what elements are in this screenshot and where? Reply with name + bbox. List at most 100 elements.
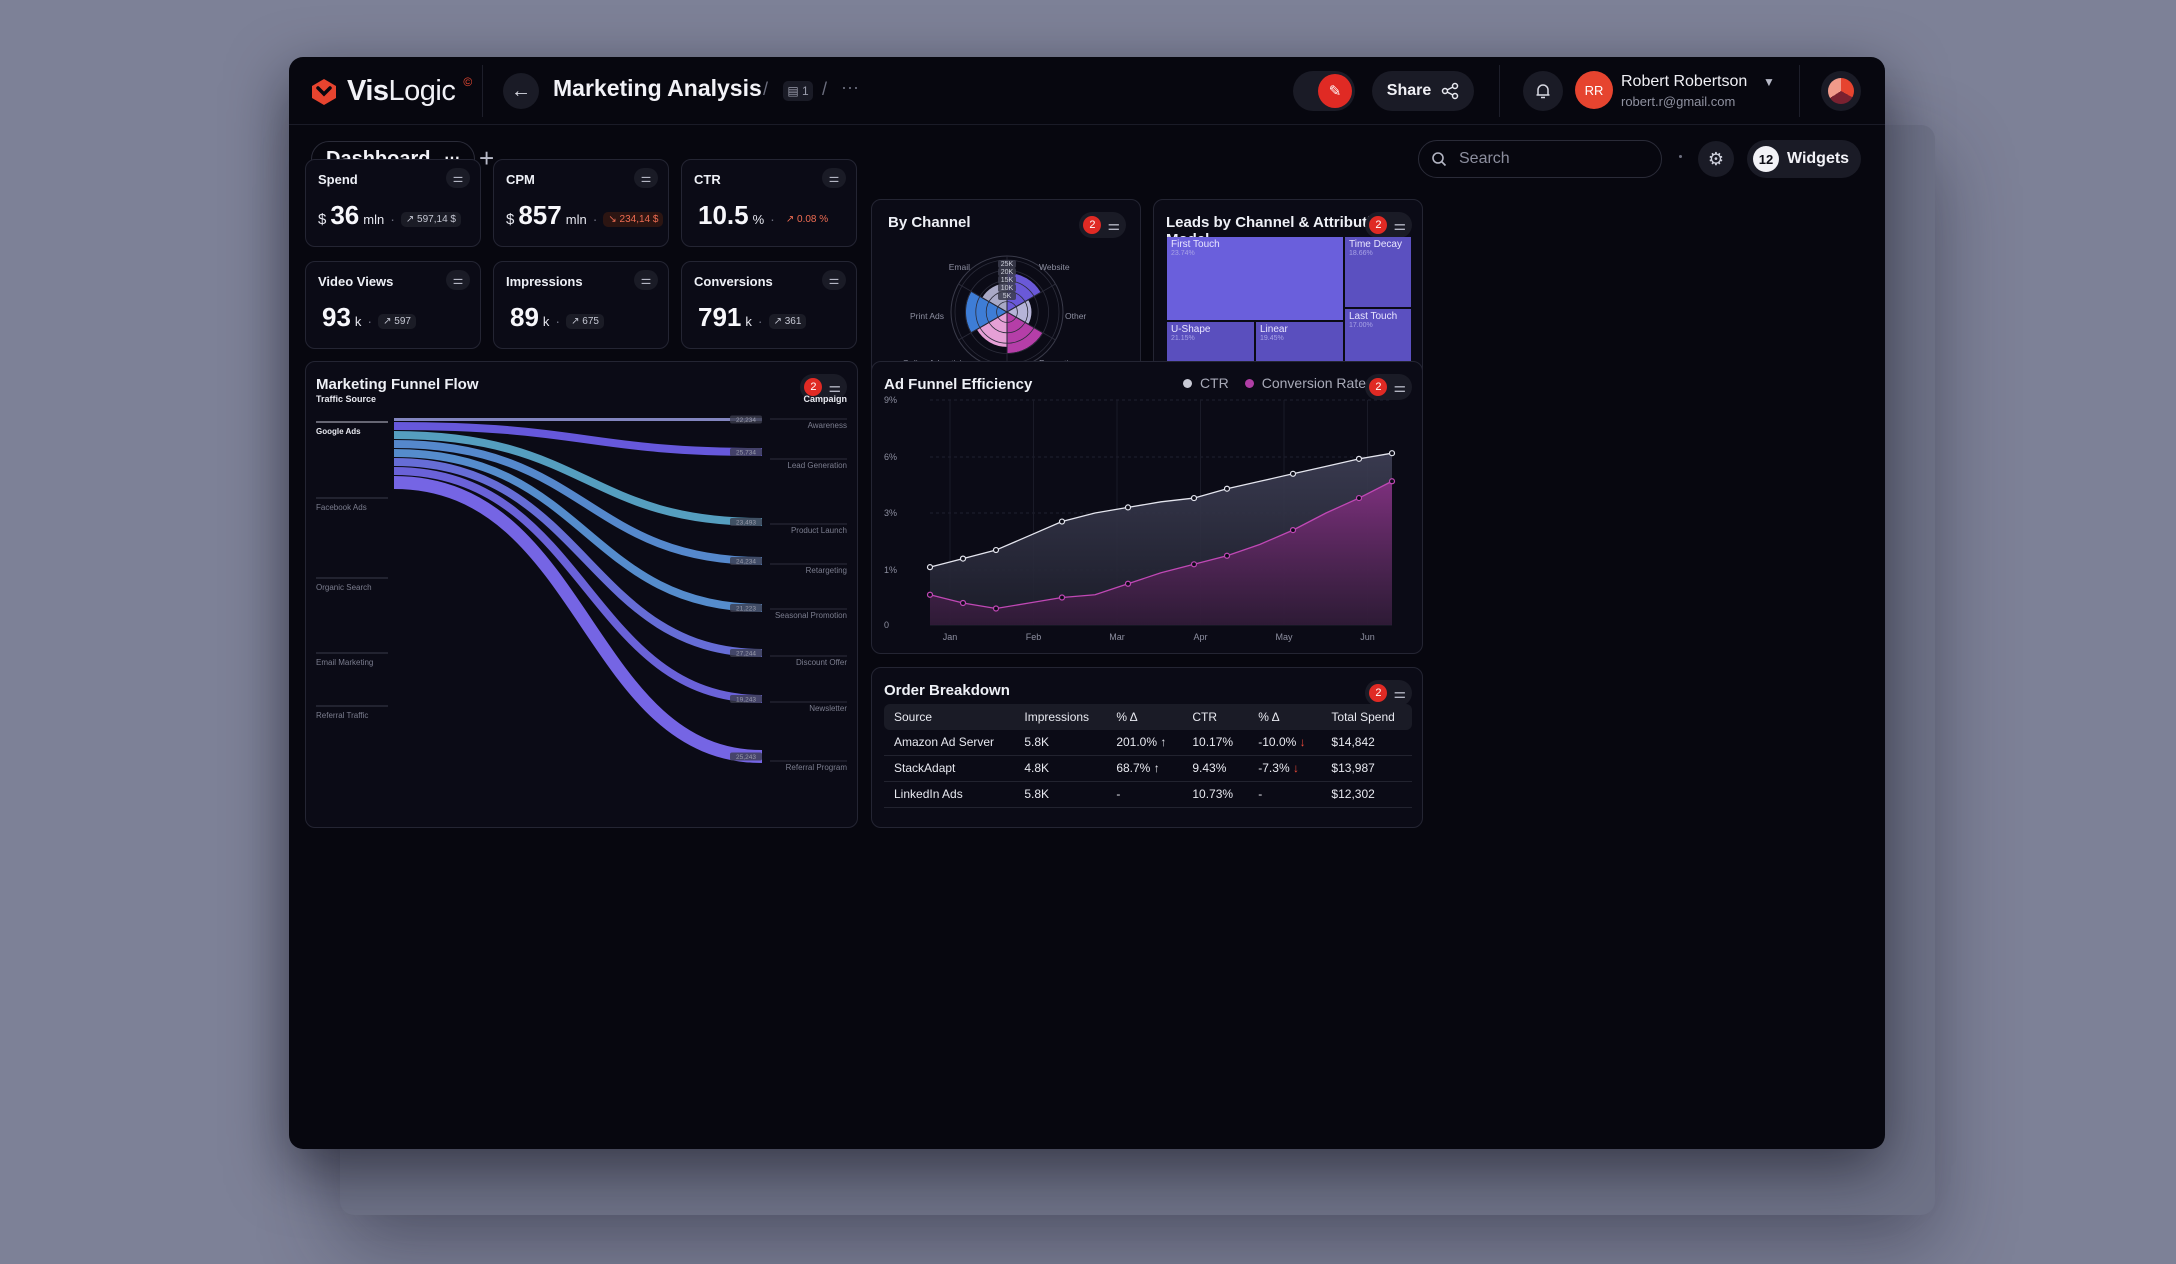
target-label: Product Launch <box>791 526 847 535</box>
cell-source: Amazon Ad Server <box>884 730 1015 756</box>
kpi-card: CPM ⚌ $ 857 mln · ↘ 234,14 $ <box>493 159 669 247</box>
x-tick-label: Feb <box>1026 632 1042 642</box>
tile-label: Last Touch <box>1349 311 1398 322</box>
chevron-down-icon[interactable]: ▼ <box>1763 75 1775 89</box>
column-header[interactable]: % Δ <box>1106 704 1183 730</box>
notifications-button[interactable] <box>1523 71 1563 111</box>
search-input[interactable] <box>1459 150 1639 168</box>
column-header[interactable]: % Δ <box>1248 704 1322 730</box>
card-settings-button[interactable]: ⚌ <box>634 168 658 188</box>
tile-percent: 21.15% <box>1171 335 1195 342</box>
flow-link <box>393 431 763 526</box>
kpi-suffix: k <box>542 314 550 329</box>
ring-label: 5K <box>1003 293 1012 300</box>
share-button[interactable]: Share <box>1372 71 1474 111</box>
data-point <box>926 591 934 598</box>
avatar[interactable]: RR <box>1575 71 1613 109</box>
value-label: 25,734 <box>736 450 756 457</box>
sliders-icon: ⚌ <box>452 171 464 185</box>
ring-label: 10K <box>1001 285 1014 292</box>
search-icon <box>1432 152 1447 167</box>
ring-label-bg <box>998 268 1016 276</box>
card-settings-button[interactable]: 2 ⚌ <box>1365 374 1412 400</box>
table-row[interactable]: StackAdapt 4.8K 68.7% ↑ 9.43% -7.3% ↓ $1… <box>884 755 1412 782</box>
kpi-value: $ 857 mln · ↘ 234,14 $ <box>506 200 664 231</box>
data-point <box>992 605 1000 612</box>
card-settings-button[interactable]: 2 ⚌ <box>1365 680 1412 706</box>
ring-label-bg <box>998 276 1016 284</box>
kpi-card: Video Views ⚌ 93 k · ↗ 597 <box>305 261 481 349</box>
cell-impressions: 5.8K <box>1014 730 1107 756</box>
source-label: Organic Search <box>316 583 372 592</box>
app-window: VisLogic © ← Marketing Analysis / ▤ 1 / … <box>289 57 1885 1149</box>
card-settings-button[interactable]: 2 ⚌ <box>1365 212 1412 238</box>
cell-source: LinkedIn Ads <box>884 781 1015 808</box>
legend-ctr[interactable]: CTR <box>1182 375 1229 391</box>
edit-mode-toggle[interactable]: ✎ <box>1293 71 1355 111</box>
orders-table: Source Impressions% Δ CTR% Δ Total Spend Am… <box>884 704 1412 808</box>
cell-impressions: 4.8K <box>1014 755 1107 782</box>
breadcrumb-more[interactable]: ··· <box>841 77 859 97</box>
card-settings-button[interactable]: ⚌ <box>822 270 846 290</box>
kpi-title: Spend <box>318 172 358 187</box>
table-header-row: Source Impressions% Δ CTR% Δ Total Spend <box>884 704 1412 730</box>
breadcrumb-pages[interactable]: ▤ 1 <box>783 81 813 101</box>
target-label: Awareness <box>808 421 847 430</box>
kpi-card: CTR ⚌ 10.5 % · ↗ 0.08 % <box>681 159 857 247</box>
value-label: 25,243 <box>736 754 756 761</box>
table-row[interactable]: LinkedIn Ads 5.8K - 10.73% - $12,302 <box>884 781 1412 808</box>
column-header[interactable]: Source <box>884 704 1015 730</box>
kpi-suffix: % <box>752 212 765 227</box>
card-title: Marketing Funnel Flow <box>316 376 479 393</box>
flow-link <box>393 458 763 657</box>
dot-separator <box>1679 155 1682 158</box>
cell-ctr-delta: -7.3% ↓ <box>1248 755 1322 782</box>
sliders-icon: ⚌ <box>1393 684 1406 701</box>
card-settings-button[interactable]: ⚌ <box>446 168 470 188</box>
source-label: Google Ads <box>316 427 361 436</box>
workspace-avatar[interactable] <box>1821 71 1861 111</box>
share-label: Share <box>1386 82 1432 99</box>
card-settings-button[interactable]: ⚌ <box>822 168 846 188</box>
column-header[interactable]: Total Spend <box>1321 704 1412 730</box>
column-header[interactable]: CTR <box>1182 704 1249 730</box>
search-box[interactable] <box>1418 140 1662 178</box>
data-point <box>1223 485 1231 492</box>
tile-label: U-Shape <box>1171 324 1211 335</box>
kpi-title: Video Views <box>318 274 394 289</box>
column-header[interactable]: Impressions <box>1014 704 1107 730</box>
table-row[interactable]: Amazon Ad Server 5.8K 201.0% ↑ 10.17% -1… <box>884 730 1412 756</box>
polar-grid-spoke <box>958 283 1008 313</box>
settings-button[interactable]: ⚙ <box>1698 141 1734 177</box>
source-label: Facebook Ads <box>316 503 367 512</box>
sliders-icon: ⚌ <box>1107 216 1120 233</box>
data-point <box>1124 504 1132 511</box>
back-button[interactable]: ← <box>503 73 539 109</box>
card-title: By Channel <box>888 214 971 231</box>
data-point <box>992 546 1000 554</box>
card-settings-button[interactable]: 2 ⚌ <box>1079 212 1126 238</box>
card-settings-button[interactable]: ⚌ <box>634 270 658 290</box>
legend-conversion-rate[interactable]: Conversion Rate <box>1244 375 1366 391</box>
treemap-tile[interactable]: Time Decay 18.66% <box>1345 237 1411 307</box>
card-settings-button[interactable]: ⚌ <box>446 270 470 290</box>
logo[interactable]: VisLogic © <box>309 75 472 108</box>
kpi-delta: ↗ 597,14 $ <box>400 212 461 227</box>
sliders-icon: ⚌ <box>1393 378 1406 395</box>
divider <box>1499 65 1500 117</box>
page-title: Marketing Analysis <box>553 75 762 101</box>
kpi-title: CTR <box>694 172 721 187</box>
polar-grid-spoke <box>958 311 1008 341</box>
value-label: 19,243 <box>736 697 756 704</box>
card-settings-button[interactable]: 2 ⚌ <box>800 374 847 400</box>
y-tick-label: 3% <box>884 508 897 518</box>
kpi-number: 857 <box>518 200 562 230</box>
workspace-icon <box>1828 78 1854 104</box>
user-name[interactable]: Robert Robertson <box>1621 73 1748 90</box>
add-tab-button[interactable]: + <box>479 143 495 173</box>
treemap-tile[interactable]: First Touch 23.74% <box>1167 237 1343 320</box>
dot-separator: · <box>367 313 373 329</box>
sankey-chart: Traffic Source Campaign Google Ads Facebook… <box>316 394 847 772</box>
widgets-button[interactable]: 12 Widgets <box>1747 140 1862 178</box>
flow-link <box>393 467 763 703</box>
